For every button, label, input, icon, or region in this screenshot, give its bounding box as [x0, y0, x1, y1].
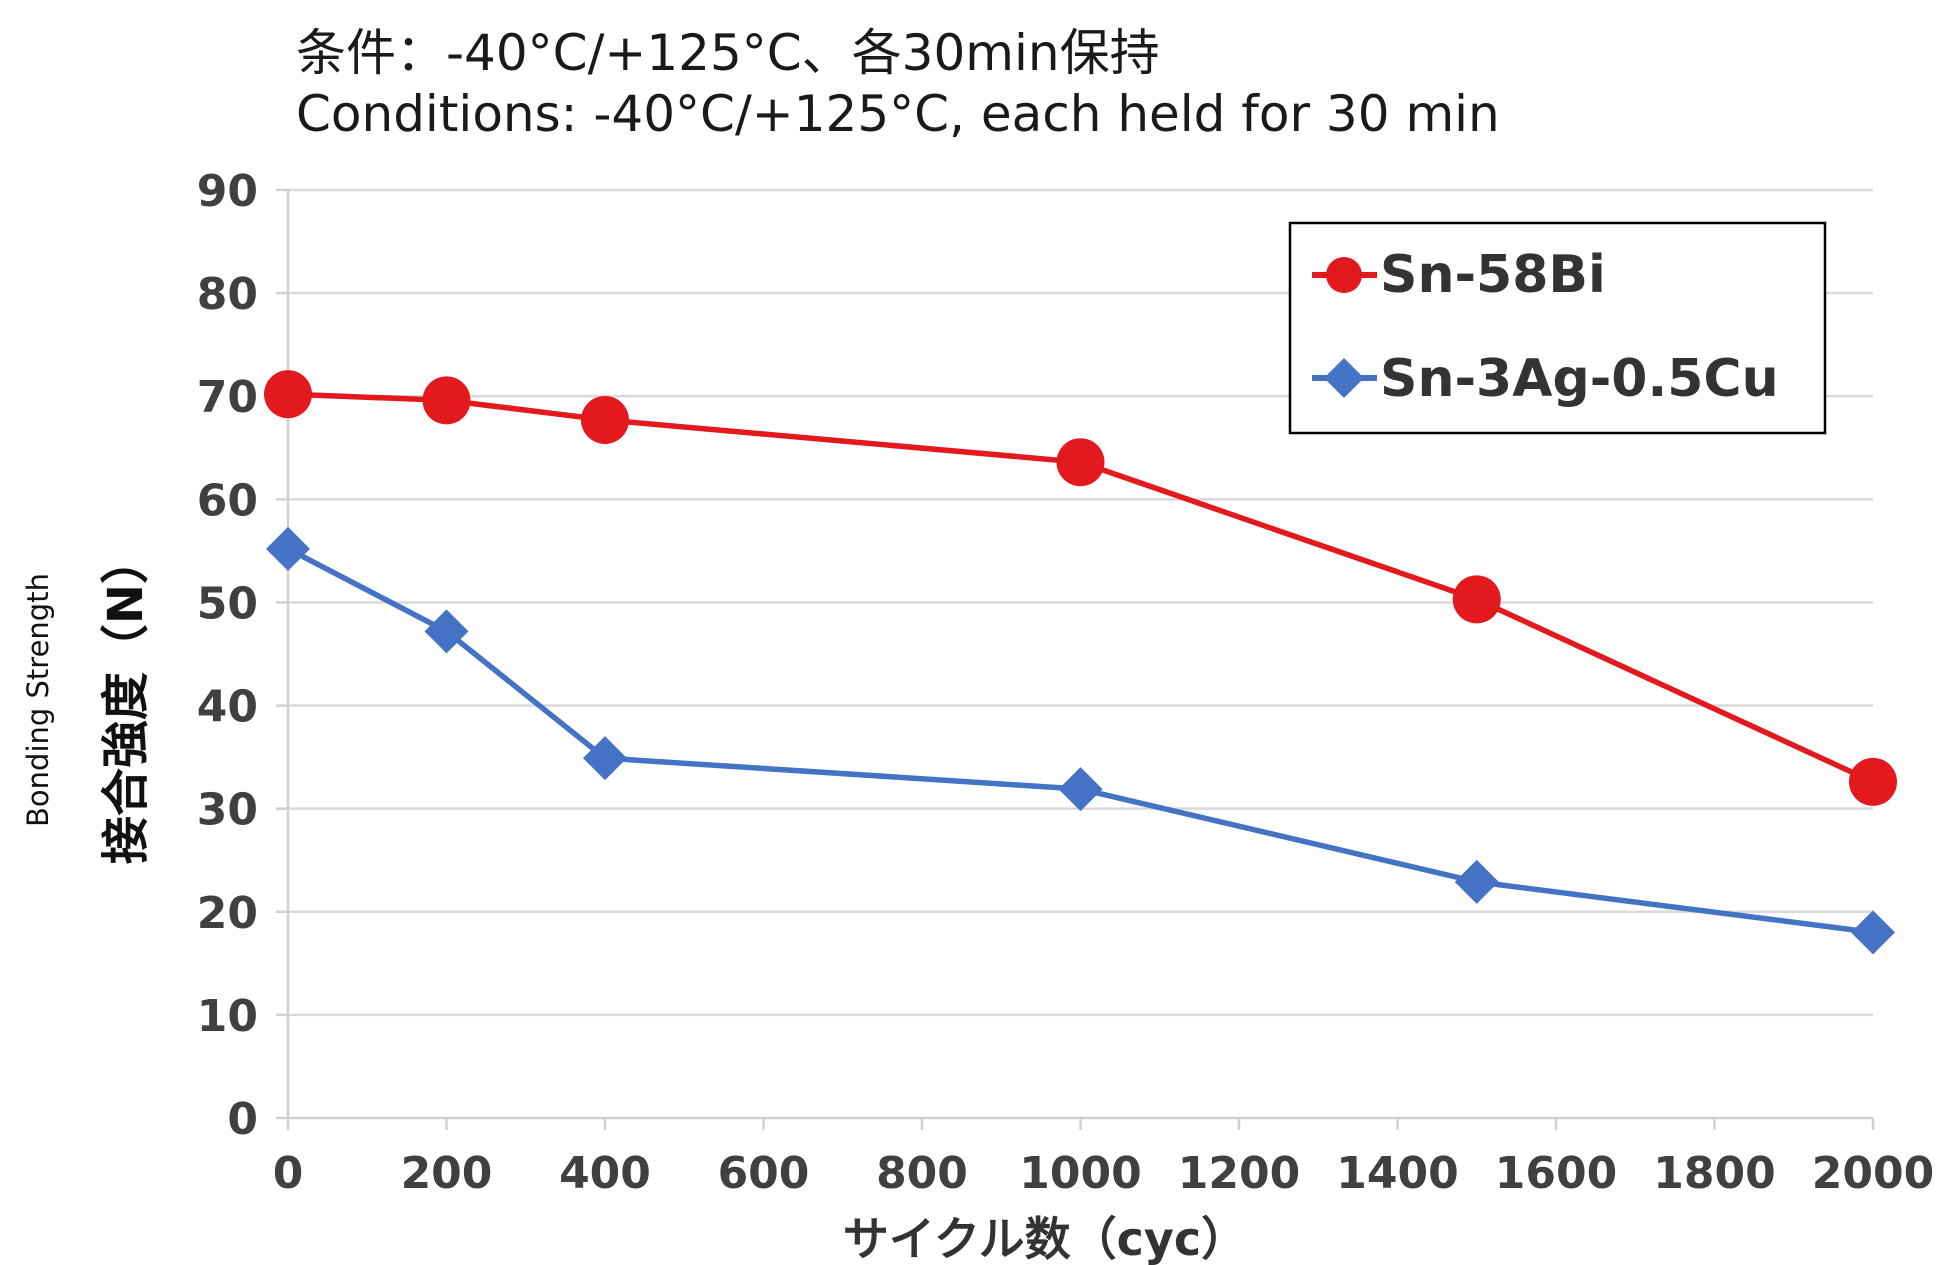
- y-tick-label: 70: [197, 372, 258, 423]
- conditions-ja: 条件：-40°C/+125°C、各30min保持: [296, 24, 1160, 82]
- y-tick-label: 30: [197, 785, 258, 836]
- y-axis-label: 接合強度（N）: [98, 536, 154, 864]
- data-point-sn58bi: [264, 370, 312, 419]
- x-tick-label: 2000: [1812, 1148, 1934, 1199]
- legend: Sn-58Bi Sn-3Ag-0.5Cu: [1288, 221, 1827, 435]
- legend-label-snagcu: Sn-3Ag-0.5Cu: [1380, 349, 1779, 409]
- series-points: [264, 370, 1897, 955]
- data-point-snagcu: [266, 526, 310, 571]
- data-point-sn58bi: [1056, 438, 1105, 487]
- data-point-snagcu: [1851, 910, 1895, 955]
- legend-label-sn58bi: Sn-58Bi: [1380, 245, 1606, 305]
- legend-marker-snagcu: [1324, 358, 1364, 398]
- series-line-1: [286, 546, 1874, 936]
- x-tick-label: 1000: [1019, 1148, 1141, 1199]
- y-tick-labels: 0 10 20 30 40 50 60 70 80 90: [197, 166, 258, 1145]
- data-point-snagcu: [1454, 859, 1499, 904]
- data-point-snagcu: [1058, 767, 1103, 812]
- legend-box: [1288, 221, 1827, 435]
- y-tick-label: 40: [197, 682, 258, 733]
- x-tick-label: 400: [559, 1148, 651, 1199]
- x-tick-labels: 0 200 400 600 800 1000 1200 1400 1600 1800 2000: [273, 1148, 1935, 1199]
- x-tick-label: 200: [401, 1148, 493, 1199]
- data-point-sn58bi: [1849, 757, 1897, 806]
- x-tick-label: 1400: [1336, 1148, 1458, 1199]
- y-tick-label: 60: [197, 475, 258, 526]
- y-tick-label: 20: [197, 888, 258, 939]
- legend-marker-sn58bi: [1326, 257, 1362, 293]
- data-point-sn58bi: [581, 395, 629, 444]
- y-axis-label-en: Bonding Strength: [21, 573, 55, 827]
- x-tick-label: 800: [876, 1148, 968, 1199]
- x-tick-label: 600: [718, 1148, 810, 1199]
- x-tick-label: 1200: [1178, 1148, 1300, 1199]
- y-tick-label: 50: [197, 578, 258, 629]
- x-axis-label: サイクル数（cyc）: [843, 1212, 1247, 1265]
- data-point-sn58bi: [422, 376, 471, 425]
- axes: [276, 188, 1875, 1130]
- series-lines: [286, 391, 1875, 936]
- y-tick-label: 0: [227, 1094, 258, 1145]
- gridlines: [288, 188, 1873, 1017]
- series-line-0: [287, 391, 1875, 785]
- y-tick-label: 80: [197, 269, 258, 320]
- data-point-snagcu: [424, 609, 469, 654]
- data-point-snagcu: [583, 736, 627, 781]
- data-point-sn58bi: [1452, 575, 1501, 624]
- x-tick-label: 1800: [1653, 1148, 1775, 1199]
- conditions-en: Conditions: -40°C/+125°C, each held for …: [296, 85, 1500, 143]
- y-tick-label: 10: [197, 991, 258, 1042]
- x-tick-label: 1600: [1495, 1148, 1617, 1199]
- x-tick-label: 0: [273, 1148, 304, 1199]
- y-tick-label: 90: [197, 166, 258, 217]
